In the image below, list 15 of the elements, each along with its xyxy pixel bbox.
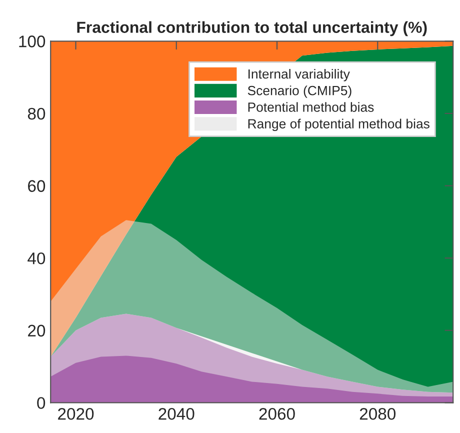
x-tick-label: 2060 [259, 408, 295, 420]
x-tick-label: 2020 [58, 408, 94, 420]
chart-title: Fractional contribution to total uncertainty (%) [77, 21, 427, 36]
legend-label: Range of potential method bias [248, 118, 430, 132]
x-tick-label: 2080 [360, 408, 396, 420]
y-tick-label: 40 [28, 252, 46, 264]
x-tick-label: 2040 [158, 408, 194, 420]
y-tick-label: 20 [28, 324, 46, 337]
legend-label: Scenario (CMIP5) [248, 86, 352, 98]
y-tick-label: 100 [19, 36, 46, 48]
y-tick-label: 60 [28, 180, 46, 192]
y-tick-label: 80 [28, 108, 46, 120]
legend-label: Potential method bias [248, 102, 374, 112]
legend-label: Internal variability [248, 68, 350, 82]
y-tick-label: 0 [37, 397, 46, 409]
